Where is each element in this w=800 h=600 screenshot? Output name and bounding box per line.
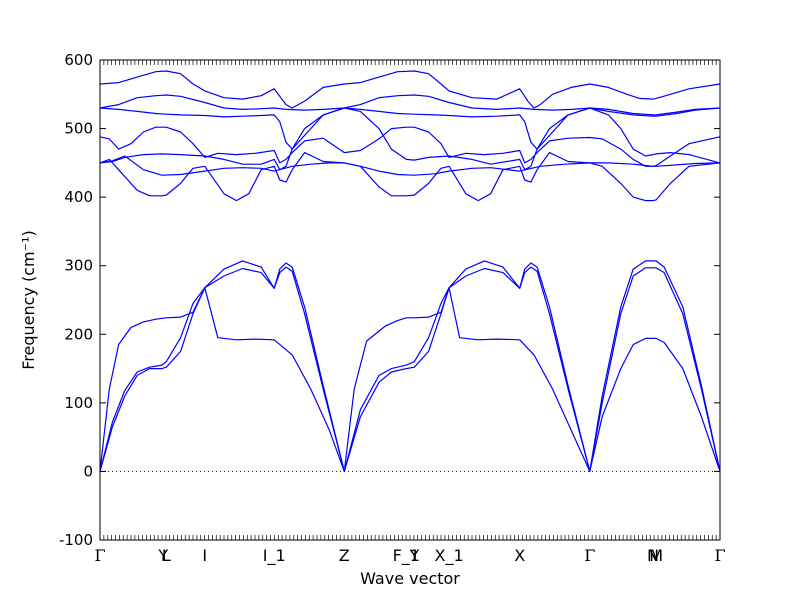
- y-tick-label: 0: [83, 462, 93, 480]
- kpoint-label-7: Y: [408, 546, 419, 565]
- band-line-7: [99, 107, 721, 171]
- kpoint-label-2: L: [162, 546, 171, 565]
- kpoint-label-4: I_1: [263, 546, 286, 566]
- kpoint-label-8: X_1: [434, 546, 463, 566]
- y-tick-label: 300: [64, 257, 93, 275]
- y-tick-label: 400: [64, 188, 93, 206]
- bands-layer: [99, 70, 721, 472]
- kpoint-label-13: Γ: [714, 546, 725, 565]
- band-line-3: [99, 287, 721, 472]
- kpoint-label-0: Γ: [94, 546, 105, 565]
- band-line-2: [99, 260, 721, 472]
- x-axis-label: Wave vector: [360, 569, 460, 588]
- y-tick-label: -100: [59, 531, 93, 549]
- band-line-9: [99, 94, 721, 116]
- kpoint-label-10: Γ: [584, 546, 595, 565]
- kpoint-label-3: I: [202, 546, 207, 565]
- kpoint-label-11: N: [647, 546, 659, 565]
- band-line-1: [99, 266, 721, 472]
- y-tick-label: 200: [64, 325, 93, 343]
- y-axis-label: Frequency (cm⁻¹): [19, 230, 38, 369]
- kpoint-label-5: Z: [339, 546, 350, 565]
- y-ticks: -100 0 100 200 300 400 500 600: [59, 51, 720, 549]
- kpoint-label-6: F_1: [393, 546, 420, 566]
- band-line-4: [99, 155, 721, 176]
- y-tick-label: 600: [64, 51, 93, 69]
- plot-frame: [99, 59, 721, 541]
- band-line-8: [99, 107, 721, 150]
- kpoint-label-9: X: [514, 546, 525, 565]
- x-ticks: Γ YL I I_1 Z F_1Y X_1 X Γ NM Γ: [94, 60, 726, 566]
- kpoint-label-12: M: [649, 546, 663, 565]
- band-line-6: [99, 126, 721, 167]
- band-line-10: [99, 70, 721, 109]
- y-tick-label: 500: [64, 120, 93, 138]
- kpoint-label-1: Y: [157, 546, 168, 565]
- kpoint-lines-layer: [163, 60, 656, 540]
- y-tick-label: 100: [64, 394, 93, 412]
- band-line-5: [99, 152, 721, 202]
- plot-border: [99, 59, 721, 541]
